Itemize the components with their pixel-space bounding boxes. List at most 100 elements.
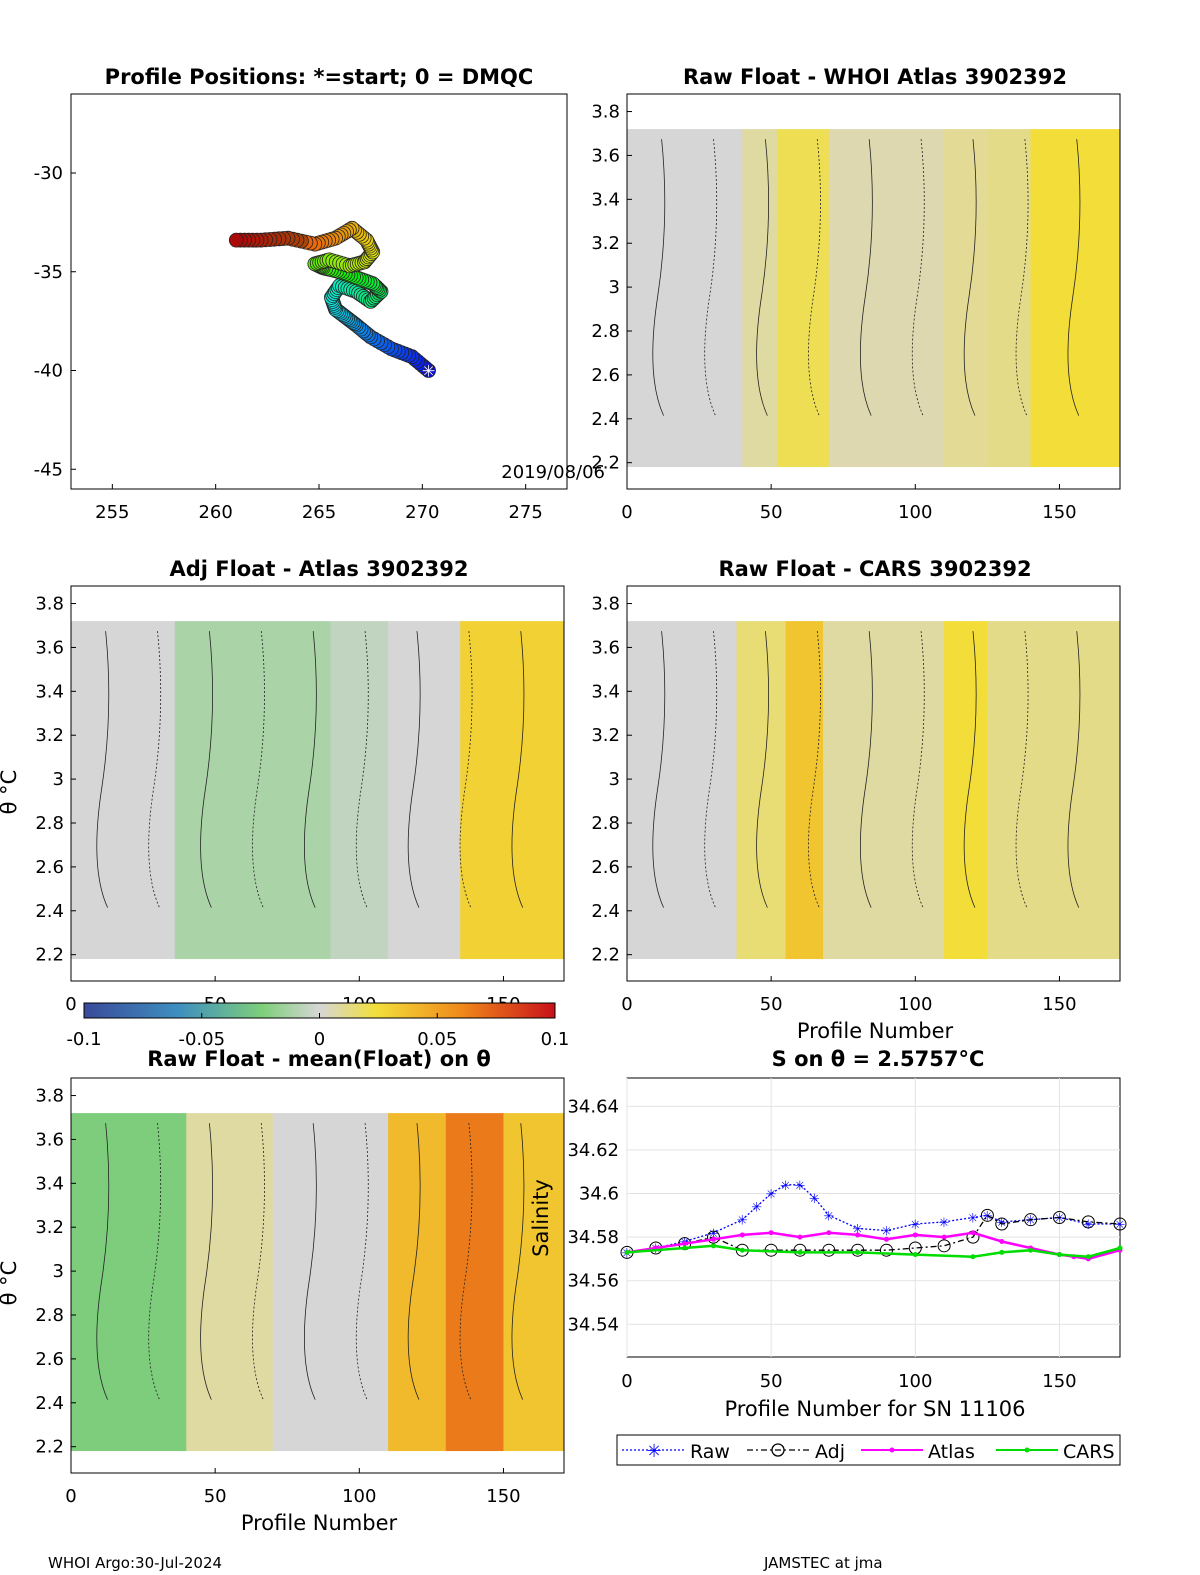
- theta-tick-7: 2.4: [35, 901, 64, 922]
- raw-point-16: ✳: [982, 1209, 993, 1224]
- map-xtick-2: 265: [302, 502, 336, 523]
- band-3: [388, 621, 461, 960]
- profile-tick-1: 50: [760, 502, 783, 523]
- atlas-point-8: [855, 1232, 861, 1238]
- adj-point-11: [937, 1239, 951, 1253]
- adj-point-3: [706, 1230, 720, 1244]
- contour-8: [511, 631, 525, 908]
- salinity-ytick-3: 34.58: [567, 1227, 619, 1248]
- band-6: [1030, 129, 1121, 468]
- raw-point-10: ✳: [823, 1209, 834, 1224]
- atlas-point-7: [826, 1230, 832, 1236]
- colorbar-tick-3: 0.05: [417, 1029, 457, 1050]
- adj-point-15: [1024, 1213, 1038, 1227]
- contour-2: [200, 1123, 213, 1400]
- band-3: [823, 621, 945, 960]
- map-xtick-1: 260: [198, 502, 232, 523]
- theta-tick-6: 2.6: [35, 1349, 64, 1370]
- theta-tick-5: 2.8: [591, 321, 620, 342]
- profile-tick-0: 0: [621, 502, 632, 523]
- band-4: [460, 621, 565, 960]
- salinity-ytick-2: 34.6: [579, 1184, 619, 1205]
- raw-point-8: ✳: [795, 1179, 806, 1194]
- salinity-xtick-2: 100: [898, 1371, 932, 1392]
- atlas-point-12: [970, 1230, 976, 1236]
- theta-tick-5: 2.8: [591, 813, 620, 834]
- map-ytick-1: -35: [34, 262, 63, 283]
- adj-point-16: [1052, 1211, 1066, 1224]
- band-2: [776, 129, 830, 468]
- raw-point-12: ✳: [881, 1225, 892, 1240]
- profile-tick-0: 0: [621, 994, 632, 1015]
- theta-tick-0: 3.8: [591, 594, 620, 615]
- band-2: [785, 621, 824, 960]
- contour-4: [859, 631, 873, 908]
- band-2: [272, 1113, 389, 1452]
- adj-point-13: [980, 1208, 994, 1222]
- raw-point-18: ✳: [1025, 1214, 1036, 1229]
- contour-0: [96, 1123, 110, 1400]
- salinity-xtick-3: 150: [1042, 1371, 1076, 1392]
- atlas-point-13: [999, 1238, 1005, 1244]
- raw-point-7: ✳: [780, 1179, 791, 1194]
- series-raw-line: [626, 1184, 1120, 1254]
- theta-tick-8: 2.2: [591, 945, 620, 966]
- adj-point-9: [879, 1243, 893, 1257]
- theta-tick-3: 3.2: [35, 725, 64, 746]
- raw-point-6: ✳: [766, 1188, 777, 1203]
- atlas-point-6: [797, 1234, 803, 1240]
- theta-tick-0: 3.8: [591, 102, 620, 123]
- salinity-ytick-4: 34.56: [567, 1271, 619, 1292]
- profile-tick-0: 0: [65, 994, 76, 1015]
- theta-tick-5: 2.8: [35, 813, 64, 834]
- contour-0: [652, 139, 666, 416]
- band-0: [627, 129, 743, 468]
- salinity-ylabel: Salinity: [529, 1179, 553, 1257]
- cars-point-9: [1028, 1247, 1034, 1253]
- colorbar-tick-2: 0: [314, 1029, 325, 1050]
- contour-4: [859, 139, 873, 416]
- contour-0: [652, 631, 666, 908]
- band-2: [330, 621, 389, 960]
- theta-tick-8: 2.2: [35, 945, 64, 966]
- atlas-point-5: [768, 1230, 774, 1236]
- theta-tick-1: 3.6: [35, 637, 64, 658]
- colorbar-tick-0: -0.1: [66, 1029, 101, 1050]
- cars-point-12: [1117, 1245, 1123, 1251]
- theta-tick-2: 3.4: [591, 681, 620, 702]
- theta-tick-8: 2.2: [35, 1437, 64, 1458]
- adj-point-14: [995, 1217, 1009, 1231]
- contour-4: [303, 631, 317, 908]
- cars-point-2: [710, 1243, 716, 1249]
- contour-6: [407, 631, 421, 908]
- salinity-xtick-0: 0: [621, 1371, 632, 1392]
- atlas-point-9: [883, 1236, 889, 1242]
- map-ytick-0: -30: [34, 163, 63, 184]
- contour-2: [756, 139, 769, 416]
- raw-point-21: ✳: [1115, 1218, 1126, 1233]
- legend-adj: Adj: [815, 1441, 845, 1463]
- raw-mean-heatmap: 3.8 3.6 3.4 3.2 3 2.8 2.6 2.4 2.2 0 50 100 150: [35, 1077, 565, 1507]
- theta-tick-4: 3: [53, 1261, 64, 1282]
- band-3: [388, 1113, 447, 1452]
- raw-atlas-heatmap: 3.8 3.6 3.4 3.2 3 2.8 2.6 2.4 2.2 0 50 100 150: [591, 93, 1121, 523]
- atlas-point-10: [912, 1232, 918, 1238]
- contour-0: [96, 631, 110, 908]
- legend-cars: CARS: [1063, 1441, 1115, 1463]
- raw-point-20: ✳: [1083, 1218, 1094, 1233]
- band-5: [987, 621, 1121, 960]
- atlas-point-2: [682, 1241, 688, 1247]
- theta-tick-6: 2.6: [591, 857, 620, 878]
- theta-tick-6: 2.6: [591, 365, 620, 386]
- contour-8: [1067, 139, 1081, 416]
- salinity-ytick-5: 34.54: [567, 1314, 619, 1335]
- map-xtick-0: 255: [95, 502, 129, 523]
- contour-4: [303, 1123, 317, 1400]
- raw-point-3: ✳: [708, 1227, 719, 1242]
- adj-ylabel: θ °C: [0, 770, 21, 815]
- legend-raw: Raw: [690, 1441, 730, 1463]
- atlas-point-4: [739, 1232, 745, 1238]
- band-3: [828, 129, 945, 468]
- adj-atlas-title: Adj Float - Atlas 3902392: [169, 557, 468, 581]
- profile-tick-2: 100: [898, 502, 932, 523]
